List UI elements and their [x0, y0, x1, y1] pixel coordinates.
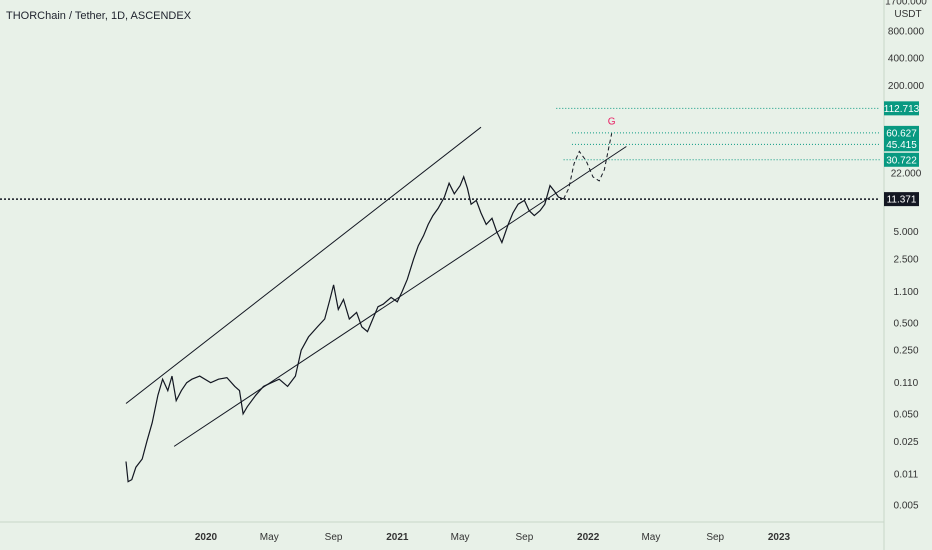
price-level-tag-label: 112.713	[884, 104, 920, 115]
y-tick-label: 1.100	[893, 287, 918, 298]
y-tick-label: 0.025	[893, 437, 918, 448]
x-tick-label: Sep	[325, 532, 343, 543]
current-price-tag-label: 11.371	[887, 195, 917, 206]
x-tick-label: Sep	[515, 532, 533, 543]
y-tick-label: 1700.000	[885, 0, 927, 7]
chart-title: THORChain / Tether, 1D, ASCENDEX	[6, 10, 192, 22]
x-tick-label: 2021	[386, 532, 409, 543]
x-tick-label: Sep	[706, 532, 724, 543]
y-tick-label: 5.000	[893, 227, 918, 238]
y-tick-label: 0.110	[894, 378, 919, 389]
x-tick-label: 2023	[768, 532, 791, 543]
y-tick-label: 200.000	[888, 81, 925, 92]
price-level-tag-label: 60.627	[886, 128, 917, 139]
x-tick-label: 2020	[195, 532, 218, 543]
price-level-tag	[884, 137, 919, 152]
x-tick-label: May	[641, 532, 660, 543]
price-series-line	[125, 175, 564, 483]
y-tick-label: 0.011	[894, 469, 919, 480]
price-level-tag-label: 45.415	[886, 140, 917, 151]
trend-line	[125, 126, 482, 404]
price-level-tag	[884, 125, 919, 140]
annotation-label: G	[608, 116, 616, 127]
y-tick-label: 2.500	[893, 255, 918, 266]
currency-label: USDT	[894, 9, 921, 20]
current-price-tag	[884, 192, 919, 207]
x-tick-label: 2022	[577, 532, 600, 543]
y-tick-label: 400.000	[888, 54, 925, 65]
y-tick-label: 0.005	[893, 501, 918, 512]
projection-path	[563, 133, 613, 200]
price-level-tag-label: 30.722	[886, 155, 917, 166]
y-tick-label: 0.050	[893, 409, 918, 420]
y-tick-label: 800.000	[888, 26, 925, 37]
x-tick-label: May	[451, 532, 470, 543]
y-tick-label: 22.000	[891, 169, 922, 180]
y-tick-label: 0.500	[893, 318, 918, 329]
price-level-tag	[884, 101, 919, 116]
price-level-tag	[884, 152, 919, 167]
y-tick-label: 0.250	[893, 346, 918, 357]
x-tick-label: May	[260, 532, 279, 543]
